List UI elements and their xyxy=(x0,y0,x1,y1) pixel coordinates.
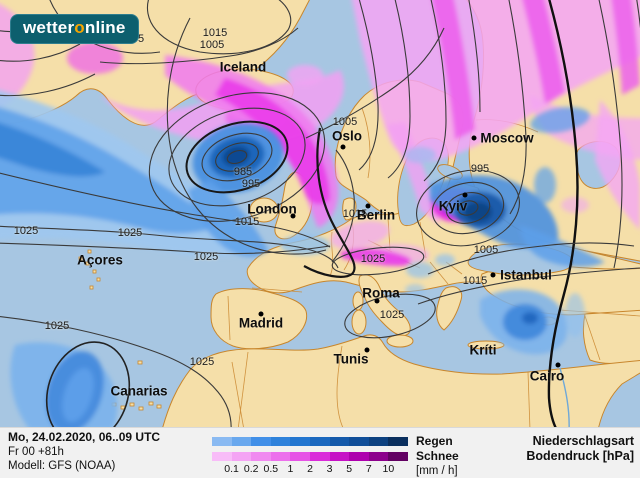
city-label: Moscow xyxy=(480,130,534,146)
legend-color-segment xyxy=(329,437,350,446)
city-dot xyxy=(374,298,380,304)
pressure-label: 1025 xyxy=(44,320,70,332)
pressure-label: 1005 xyxy=(473,244,499,256)
legend-tick: 5 xyxy=(346,463,353,475)
snow-precipitation-layer xyxy=(0,0,640,266)
model-name: Modell: GFS (NOAA) xyxy=(8,460,116,472)
city-dot xyxy=(365,203,371,209)
legend-unit: [mm / h] xyxy=(416,465,458,477)
pressure-label: 1025 xyxy=(193,251,219,263)
snow-color-scale xyxy=(212,452,408,461)
snow-label: Schnee xyxy=(416,449,459,463)
legend-color-segment xyxy=(349,452,369,461)
legend-color-segment xyxy=(349,437,369,446)
pressure-label: 1005 xyxy=(199,39,225,51)
city-label: Istanbul xyxy=(500,267,552,283)
city-label: Madrid xyxy=(238,315,284,331)
legend-color-segment xyxy=(329,452,350,461)
logo-text-wetter: wetter xyxy=(23,18,75,37)
city-label: London xyxy=(247,201,297,217)
precipitation-legend: 0.1 0.2 0.5 1 2 3 5 7 10 xyxy=(212,437,408,476)
pressure-label: 1015 xyxy=(202,27,228,39)
legend-color-segment xyxy=(231,437,252,446)
city-dot xyxy=(364,347,370,353)
europe-weather-map xyxy=(0,0,640,427)
nile-river xyxy=(559,367,570,427)
legend-tick: 10 xyxy=(382,463,395,475)
legend-color-segment xyxy=(368,452,389,461)
pressure-label: 985 xyxy=(233,166,253,178)
logo-text-nline: nline xyxy=(84,18,126,37)
rain-color-scale xyxy=(212,437,408,446)
city-label: Tunis xyxy=(333,351,369,367)
footer-right-titles: Niederschlagsart Bodendruck [hPa] xyxy=(526,434,634,464)
city-label: Roma xyxy=(362,285,400,301)
pressure-label: 1025 xyxy=(117,227,143,239)
city-label: Berlin xyxy=(356,207,396,223)
pressure-label: 1015 xyxy=(462,275,488,287)
footer-left-info: Mo, 24.02.2020, 06..09 UTC Fr 00 +81h Mo… xyxy=(8,430,160,473)
pressure-label: 995 xyxy=(241,178,261,190)
logo-text-o: o xyxy=(74,18,85,37)
pressure-label: 1015 xyxy=(342,208,368,220)
rain-label: Regen xyxy=(416,434,453,448)
legend-tick: 3 xyxy=(326,463,333,475)
pressure-label: 1015 xyxy=(234,216,260,228)
legend-tick-labels: 0.1 0.2 0.5 1 2 3 5 7 10 xyxy=(212,463,408,476)
rain-precipitation-layer xyxy=(0,90,605,427)
city-label: Açores xyxy=(77,252,123,268)
city-dot xyxy=(258,311,264,317)
pressure-label: 1025 xyxy=(379,309,405,321)
pressure-label: 1025 xyxy=(13,225,39,237)
legend-tick: 0.5 xyxy=(263,463,279,475)
city-label: Oslo xyxy=(331,128,363,144)
city-dot xyxy=(290,213,296,219)
city-dot xyxy=(555,362,561,368)
footer-bar: Mo, 24.02.2020, 06..09 UTC Fr 00 +81h Mo… xyxy=(0,427,640,478)
city-label: Cairo xyxy=(529,368,565,384)
legend-color-segment xyxy=(231,452,252,461)
legend-color-segment xyxy=(309,437,330,446)
model-run: Fr 00 +81h xyxy=(8,446,64,458)
city-label: Kyiv xyxy=(438,198,468,214)
city-label: Iceland xyxy=(219,59,267,75)
city-dot xyxy=(471,135,477,141)
legend-color-segment xyxy=(251,452,271,461)
city-label: Canarias xyxy=(110,383,168,399)
city-dot xyxy=(340,144,346,150)
legend-color-segment xyxy=(368,437,389,446)
legend-color-segment xyxy=(388,452,408,461)
legend-tick: 0.2 xyxy=(243,463,259,475)
legend-color-segment xyxy=(270,452,291,461)
legend-color-segment xyxy=(212,437,232,446)
surface-pressure-title: Bodendruck [hPa] xyxy=(526,449,634,463)
pressure-label: 995 xyxy=(470,163,490,175)
city-label: Kríti xyxy=(469,342,497,358)
precipitation-type-title: Niederschlagsart xyxy=(532,434,634,448)
valid-datetime: Mo, 24.02.2020, 06..09 UTC xyxy=(8,430,161,444)
legend-color-segment xyxy=(290,437,310,446)
legend-tick: 7 xyxy=(365,463,372,475)
legend-color-segment xyxy=(388,437,408,446)
pressure-label: 1025 xyxy=(360,253,386,265)
legend-tick: 1 xyxy=(287,463,294,475)
pressure-label: 1005 xyxy=(332,116,358,128)
wetteronline-logo: wetteronline xyxy=(10,14,139,44)
legend-tick: 2 xyxy=(307,463,313,475)
city-dot xyxy=(490,272,496,278)
map-area: 9951015100598599510151005101599510251005… xyxy=(0,0,640,427)
legend-color-segment xyxy=(290,452,310,461)
legend-series-labels: Regen Schnee [mm / h] xyxy=(416,434,459,478)
isobar-layer xyxy=(0,0,640,427)
legend-color-segment xyxy=(212,452,232,461)
legend-color-segment xyxy=(309,452,330,461)
legend-color-segment xyxy=(270,437,291,446)
city-dot xyxy=(462,192,468,198)
legend-color-segment xyxy=(251,437,271,446)
legend-tick: 0.1 xyxy=(224,463,239,475)
pressure-label: 1025 xyxy=(189,356,215,368)
